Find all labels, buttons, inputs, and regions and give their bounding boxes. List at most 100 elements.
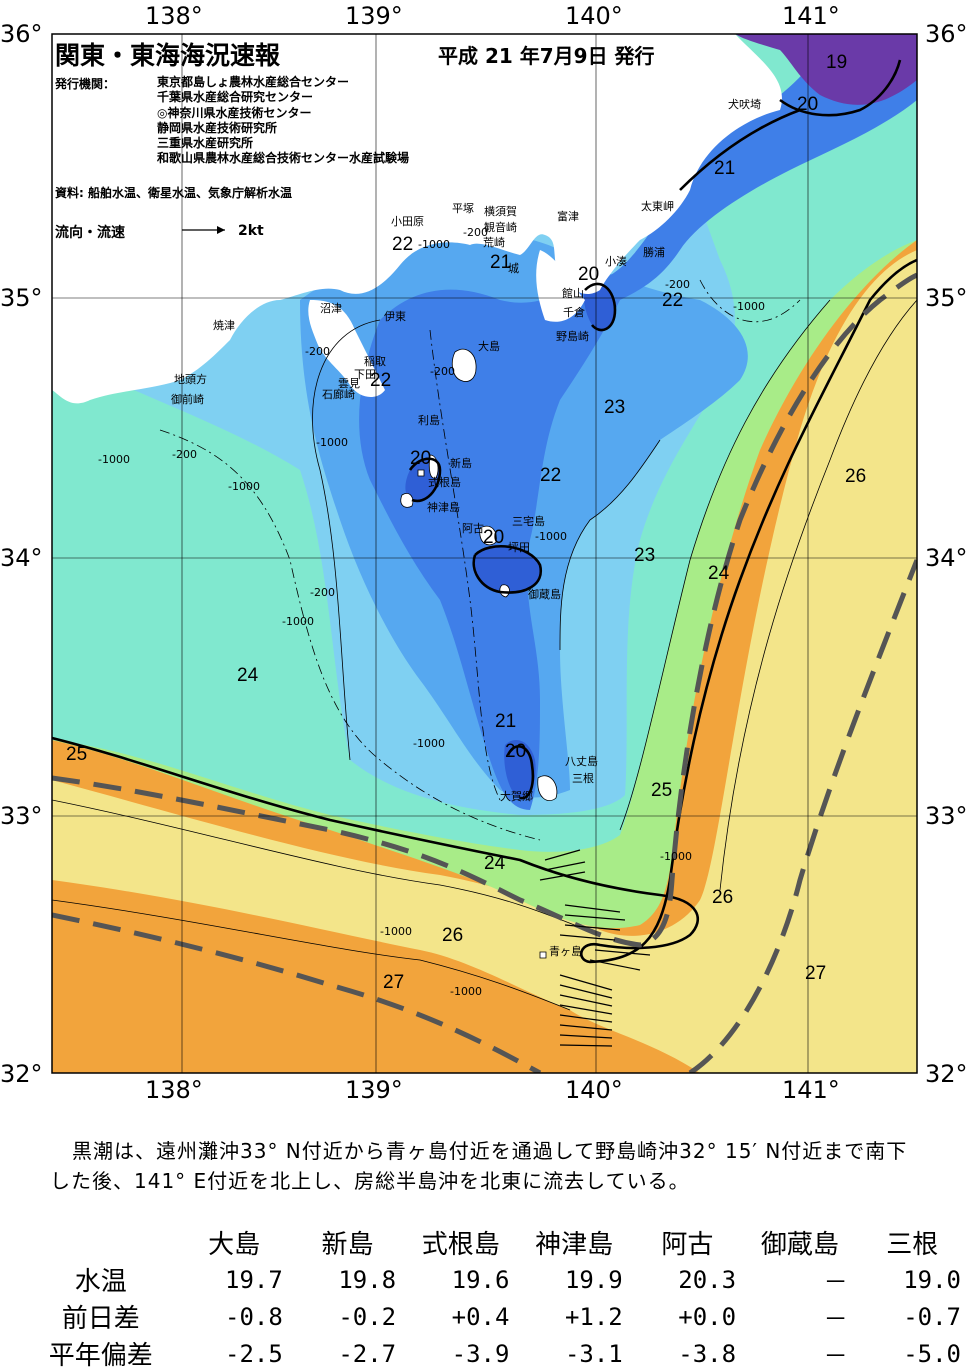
- temp-label-24: 24: [484, 853, 506, 874]
- organization-item: 三重県水産研究所: [157, 136, 254, 151]
- depth-label: -200: [305, 345, 330, 358]
- place-kominato: 小湊: [605, 254, 627, 268]
- depth-label: -1000: [228, 480, 260, 493]
- temp-label-21: 21: [714, 158, 735, 179]
- table-cell: 19.7: [225, 1265, 283, 1294]
- column-header: 大島: [208, 1230, 261, 1260]
- place-miyakejima: 三宅島: [512, 514, 545, 528]
- place-tateyama: 館山: [562, 286, 584, 300]
- lat-label-left-36: 36°: [0, 20, 43, 48]
- depth-label: -1000: [380, 925, 412, 938]
- depth-label: -200: [172, 448, 197, 461]
- place-futtsu: 富津: [557, 209, 579, 223]
- lon-label-bottom-138: 138°: [145, 1076, 203, 1100]
- temp-label-19: 19: [826, 52, 847, 73]
- table-cell: -0.7: [903, 1302, 961, 1331]
- table-cell: 20.3: [678, 1265, 737, 1294]
- depth-label: -1000: [316, 436, 348, 449]
- temp-label-22: 22: [392, 234, 413, 255]
- temp-label-22: 22: [540, 465, 561, 486]
- column-header: 阿古: [661, 1230, 714, 1260]
- depth-label: -1000: [282, 615, 314, 628]
- depth-label: -200: [430, 365, 455, 378]
- depth-label: -200: [665, 278, 690, 291]
- temp-label-21: 21: [490, 252, 511, 273]
- map-frame: [51, 33, 918, 1074]
- column-header: 式根島: [421, 1230, 500, 1260]
- island-mikura: [499, 584, 510, 598]
- org-label: 発行機関：: [55, 77, 116, 91]
- place-numazu: 沼津: [320, 301, 342, 315]
- zone-20-north: [583, 283, 615, 330]
- organization-item: 東京都島しょ農林水産総合センター: [157, 75, 350, 89]
- place-mera: 雲見: [338, 377, 360, 390]
- place-kozushima: 神津島: [427, 500, 460, 514]
- place-hiratsuka: 平塚: [452, 202, 474, 215]
- table-row: 水温 19.7 19.8 19.6 19.9 20.3 － 19.0: [30, 1261, 969, 1298]
- island-oshima: [451, 348, 477, 382]
- table-cell: -5.0: [903, 1339, 961, 1368]
- place-jogashima: 城: [508, 262, 519, 275]
- column-header: 三根: [886, 1230, 939, 1260]
- island-temperature-table: 大島 新島 式根島 神津島 阿古 御蔵島 三根 水温 19.7 19.8 19.…: [30, 1224, 969, 1372]
- place-kannonzaki: 観音崎: [484, 220, 517, 234]
- place-nojimazaki: 野島崎: [556, 329, 589, 343]
- place-omaezaki: 御前崎: [171, 392, 204, 406]
- lon-label-top-141: 141°: [782, 2, 840, 30]
- place-okago: 大賀郷: [500, 789, 533, 803]
- island-hachijo: [537, 775, 558, 802]
- depth-label: -200: [310, 586, 335, 599]
- row-label: 水温: [74, 1267, 127, 1297]
- kuroshio-axis-south: [52, 912, 542, 1073]
- column-header: 御蔵島: [760, 1230, 839, 1260]
- depth-label: -1000: [733, 300, 765, 313]
- zone-19: [735, 34, 917, 105]
- temp-label-22: 22: [662, 290, 683, 311]
- table-cell: －: [823, 1268, 848, 1296]
- depth-label: -1000: [418, 238, 450, 251]
- table-cell: +0.4: [451, 1302, 510, 1331]
- place-mitsune: 三根: [572, 771, 594, 785]
- place-yokosuka: 横須賀: [484, 204, 517, 218]
- place-shimoda: 下田: [354, 368, 376, 381]
- lon-label-top-138: 138°: [145, 2, 203, 30]
- place-katsuura: 勝浦: [643, 245, 665, 259]
- place-yaizu: 焼津: [213, 319, 235, 332]
- data-sources: 資料: 船舶水温、衛星水温、気象庁解析水温: [55, 186, 292, 200]
- depth-label: -1000: [660, 850, 692, 863]
- depth-label: -1000: [450, 985, 482, 998]
- lon-label-top-140: 140°: [565, 2, 623, 30]
- place-ako: 阿古: [462, 522, 484, 535]
- kuroshio-summary: 黒潮は、遠州灘沖33° N付近から青ヶ島付近を通過して野島崎沖32° 15′ N…: [50, 1139, 908, 1193]
- zone-20-hachijo: [504, 740, 536, 799]
- table-cell: -3.8: [678, 1339, 737, 1368]
- lat-label-right-33: 33°: [925, 802, 968, 830]
- table-cell: －: [823, 1342, 848, 1370]
- temp-label-22: 22: [370, 370, 391, 391]
- isotherm-20-hachijo: [506, 745, 535, 800]
- issue-date: 平成 21 年7月9日 発行: [438, 44, 655, 68]
- place-aogashima: 青ヶ島: [549, 944, 582, 958]
- column-header: 神津島: [535, 1230, 614, 1260]
- depth-label: -1000: [535, 530, 567, 543]
- organization-item: 和歌山県農林水産総合技術センター水産試験場: [157, 151, 410, 166]
- temp-label-20: 20: [797, 94, 818, 115]
- table-cell: +1.2: [564, 1302, 623, 1331]
- lat-label-left-35: 35°: [0, 284, 43, 312]
- zone-21: [359, 34, 917, 810]
- row-label: 平年偏差: [48, 1341, 153, 1371]
- place-niijima: 新島: [450, 456, 472, 470]
- kuroshio-axis-east: [688, 559, 917, 1073]
- place-odawara: 小田原: [391, 215, 424, 228]
- temp-label-27: 27: [383, 972, 404, 993]
- place-toshima: 利島: [418, 413, 440, 427]
- lat-label-left-33: 33°: [0, 802, 43, 830]
- temp-label-27: 27: [805, 963, 826, 984]
- flow-legend-label: 流向・流速: [55, 225, 125, 241]
- row-label: 前日差: [61, 1304, 140, 1334]
- temp-label-26: 26: [845, 466, 866, 487]
- table-cell: 19.8: [338, 1265, 397, 1294]
- isotherm-20-boso: [584, 282, 617, 332]
- isotherm-20-miyake: [472, 544, 543, 594]
- island-kozu: [400, 493, 414, 508]
